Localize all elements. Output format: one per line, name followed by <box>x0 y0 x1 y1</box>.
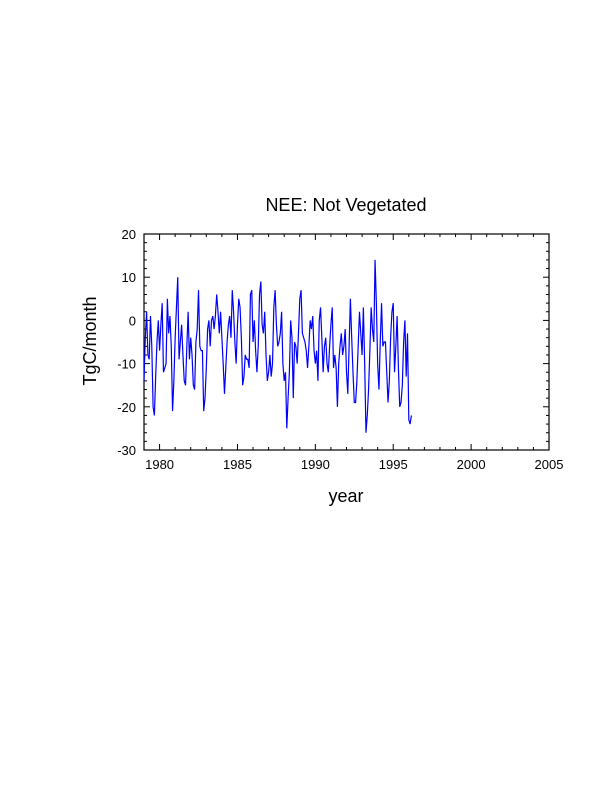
y-tick-label: 20 <box>122 227 136 242</box>
plot-border <box>143 233 550 451</box>
y-tick-label: -30 <box>117 443 136 458</box>
x-tick-label: 1985 <box>223 457 252 472</box>
x-axis-label: year <box>328 486 363 506</box>
x-tick-label: 2005 <box>535 457 564 472</box>
chart-title: NEE: Not Vegetated <box>265 195 426 215</box>
x-tick-label: 1980 <box>145 457 174 472</box>
x-tick-label: 1990 <box>301 457 330 472</box>
y-axis: -30 -20 -10 0 10 20 <box>117 227 549 458</box>
plot-frame <box>143 233 550 451</box>
x-axis: 1980 1985 1990 1995 2000 2005 <box>143 234 564 472</box>
y-axis-label: TgC/month <box>80 296 100 385</box>
y-tick-label: -20 <box>117 400 136 415</box>
y-tick-label: -10 <box>117 357 136 372</box>
y-tick-label: 0 <box>129 313 136 328</box>
y-tick-label: 10 <box>122 270 136 285</box>
x-tick-label: 1995 <box>379 457 408 472</box>
series-line <box>143 259 412 433</box>
x-tick-label: 2000 <box>457 457 486 472</box>
